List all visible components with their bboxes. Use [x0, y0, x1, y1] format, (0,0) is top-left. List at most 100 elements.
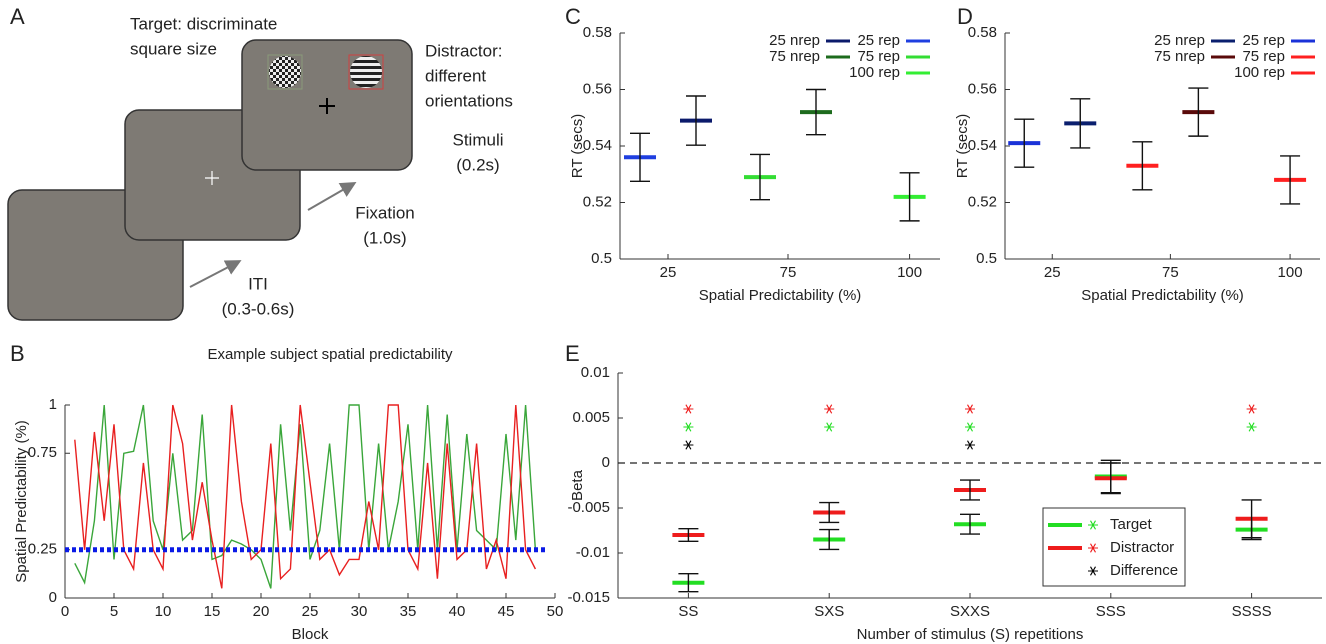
y-axis-label: Beta	[569, 469, 586, 501]
distractor-frame	[348, 54, 384, 90]
legend-label: 100 rep	[849, 64, 900, 81]
error-bar	[678, 528, 699, 542]
y-axis-label: Spatial Predictability (%)	[13, 420, 30, 583]
legend-label: 25 nrep	[1154, 32, 1205, 49]
legend-label: 25 rep	[1242, 32, 1285, 49]
panel-label: C	[565, 4, 581, 29]
legend-label: 75 nrep	[1154, 48, 1205, 65]
x-tick-label: 100	[1278, 264, 1303, 281]
panel-label: B	[10, 341, 25, 366]
x-tick-label: SSSS	[1232, 603, 1272, 620]
y-axis-label: RT (secs)	[569, 114, 586, 178]
distractor-label: Distractor:	[425, 41, 502, 60]
fixation-label: (1.0s)	[363, 228, 406, 247]
fixation-cross	[319, 98, 335, 114]
x-tick-label: 25	[660, 264, 677, 281]
panel-d: D Spatial Predictability (%) RT (secs) 0.5 0…	[954, 4, 1320, 304]
panel-label: E	[565, 341, 580, 366]
legend-label: Distractor	[1110, 539, 1174, 556]
target-label: Target: discriminate	[130, 14, 277, 33]
stimuli-label: (0.2s)	[456, 155, 499, 174]
significance-star	[965, 404, 975, 414]
legend-label: 25 rep	[857, 32, 900, 49]
significance-star	[965, 440, 975, 450]
legend-label: 75 rep	[857, 48, 900, 65]
target-stimulus	[269, 56, 301, 88]
y-tick-label: 1	[49, 396, 57, 413]
y-tick-label: 0.01	[581, 364, 610, 381]
significance-star	[683, 440, 694, 450]
y-tick-label: 0.56	[968, 80, 997, 97]
y-tick-label: 0.25	[28, 541, 57, 558]
x-axis-label: Number of stimulus (S) repetitions	[857, 626, 1084, 643]
x-tick-label: 75	[780, 264, 797, 281]
x-tick-label: 75	[1162, 264, 1179, 281]
y-tick-label: 0	[49, 589, 57, 606]
distractor-label: orientations	[425, 91, 513, 110]
y-tick-label: 0.52	[968, 193, 997, 210]
y-tick-label: -0.015	[567, 589, 610, 606]
error-bar	[630, 132, 650, 183]
error-bar	[1241, 499, 1262, 539]
iti-label: (0.3-0.6s)	[222, 299, 295, 318]
y-axis-label: RT (secs)	[954, 114, 971, 178]
y-tick-label: 0.52	[583, 193, 612, 210]
x-tick-label: 45	[498, 603, 515, 620]
error-bar	[819, 528, 840, 551]
x-tick-label: 0	[61, 603, 69, 620]
significance-star	[824, 422, 835, 432]
error-bar	[960, 479, 980, 501]
y-tick-label: 0.005	[572, 409, 610, 426]
y-tick-label: -0.005	[567, 499, 610, 516]
panel-label: D	[957, 4, 973, 29]
stimuli-label: Stimuli	[452, 130, 503, 149]
significance-star	[1246, 422, 1257, 432]
error-bar	[678, 573, 699, 593]
error-bar	[1280, 155, 1301, 205]
distractor-stimulus	[350, 56, 382, 88]
error-bar	[1132, 141, 1153, 191]
error-bar	[819, 501, 840, 524]
x-tick-label: 25	[1044, 264, 1061, 281]
significance-star	[1246, 404, 1257, 414]
arrow	[307, 181, 357, 211]
data-line	[74, 404, 537, 589]
error-bar	[806, 88, 826, 136]
target-label: square size	[130, 39, 217, 58]
x-tick-label: 100	[897, 264, 922, 281]
legend-label: 25 nrep	[769, 32, 820, 49]
x-axis-label: Spatial Predictability (%)	[1081, 287, 1244, 304]
x-tick-label: SXXS	[950, 603, 990, 620]
x-tick-label: 40	[449, 603, 466, 620]
legend-label: 100 rep	[1234, 64, 1285, 81]
y-tick-label: 0.56	[583, 80, 612, 97]
legend-star	[1088, 566, 1098, 576]
significance-star	[824, 404, 835, 414]
y-tick-label: 0.75	[28, 444, 57, 461]
y-tick-label: 0.5	[976, 250, 997, 267]
y-tick-label: 0.58	[583, 24, 612, 41]
distractor-label: different	[425, 66, 486, 85]
x-tick-label: 10	[155, 603, 172, 620]
legend-label: 75 rep	[1242, 48, 1285, 65]
x-tick-label: 20	[253, 603, 270, 620]
y-tick-label: -0.01	[576, 544, 610, 561]
panel-a: A Target: discriminate square size Distr…	[7, 4, 513, 321]
significance-star	[965, 422, 975, 432]
error-bar	[960, 513, 980, 535]
panel-c: C Spatial Predictability (%) RT (secs) 0.5 0…	[565, 4, 940, 304]
x-tick-label: 15	[204, 603, 221, 620]
x-tick-label: SS	[678, 603, 698, 620]
legend-star	[1088, 520, 1098, 530]
y-tick-label: 0.58	[968, 24, 997, 41]
data-line	[74, 404, 537, 589]
y-tick-label: 0.54	[583, 137, 612, 154]
error-bar	[686, 95, 706, 146]
significance-star	[683, 404, 694, 414]
legend-label: Target	[1110, 516, 1153, 533]
legend-label: 75 nrep	[769, 48, 820, 65]
fixation-cross	[205, 171, 219, 185]
target-frame	[267, 54, 303, 90]
panel-label: A	[10, 4, 25, 29]
